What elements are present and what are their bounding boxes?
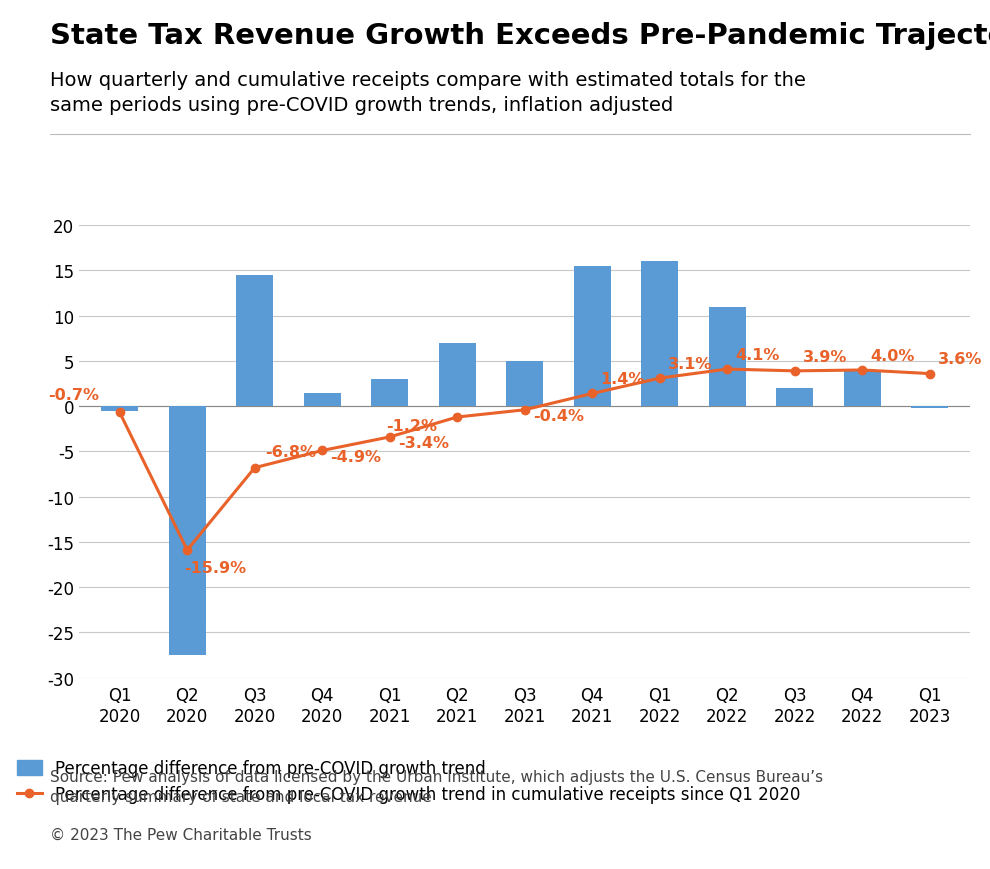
Text: 4.0%: 4.0% xyxy=(870,348,915,363)
Text: 1.4%: 1.4% xyxy=(600,372,644,387)
Text: -4.9%: -4.9% xyxy=(331,449,381,465)
Bar xyxy=(573,267,611,407)
Bar xyxy=(506,362,544,407)
Bar xyxy=(237,275,273,407)
Text: -0.7%: -0.7% xyxy=(49,388,99,402)
Text: 3.6%: 3.6% xyxy=(938,352,982,367)
Bar xyxy=(843,370,881,407)
Legend: Percentage difference from pre-COVID growth trend, Percentage difference from pr: Percentage difference from pre-COVID gro… xyxy=(17,760,801,804)
Bar xyxy=(439,343,476,407)
Text: © 2023 The Pew Charitable Trusts: © 2023 The Pew Charitable Trusts xyxy=(50,827,311,842)
Text: -0.4%: -0.4% xyxy=(533,409,584,424)
Text: -6.8%: -6.8% xyxy=(265,444,316,459)
Text: 4.1%: 4.1% xyxy=(736,348,780,362)
Bar xyxy=(101,407,139,411)
Bar xyxy=(168,407,206,655)
Text: Source: Pew analysis of data licensed by the Urban Institute, which adjusts the : Source: Pew analysis of data licensed by… xyxy=(50,769,823,804)
Bar xyxy=(911,407,948,408)
Bar xyxy=(709,308,745,407)
Bar xyxy=(642,262,678,407)
Text: 3.9%: 3.9% xyxy=(803,349,847,364)
Text: How quarterly and cumulative receipts compare with estimated totals for the
same: How quarterly and cumulative receipts co… xyxy=(50,71,806,115)
Text: State Tax Revenue Growth Exceeds Pre-Pandemic Trajectory: State Tax Revenue Growth Exceeds Pre-Pan… xyxy=(50,22,990,50)
Bar xyxy=(776,388,813,407)
Bar xyxy=(371,380,408,407)
Text: -1.2%: -1.2% xyxy=(386,419,437,434)
Text: -15.9%: -15.9% xyxy=(184,561,246,575)
Text: 3.1%: 3.1% xyxy=(668,356,712,371)
Text: -3.4%: -3.4% xyxy=(398,436,448,451)
Bar xyxy=(304,393,341,407)
